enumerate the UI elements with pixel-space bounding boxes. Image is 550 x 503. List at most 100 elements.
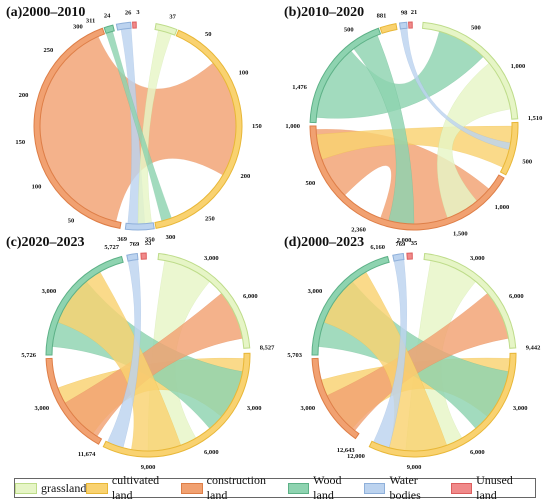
legend-swatch-grassland bbox=[15, 482, 37, 494]
axis-tick-label: 50 bbox=[205, 31, 212, 38]
axis-tick-label: 100 bbox=[32, 184, 42, 191]
axis-tick-label: 1,000 bbox=[285, 123, 300, 130]
legend-swatch-unused-land bbox=[450, 482, 473, 494]
segment-wood-land bbox=[309, 27, 382, 124]
axis-tick-label: 369 bbox=[117, 236, 128, 243]
panel-title: (a)2000–2010 bbox=[6, 5, 85, 20]
legend-swatch-cultivated-land bbox=[86, 482, 108, 494]
axis-tick-label: 200 bbox=[19, 92, 29, 99]
axis-tick-label: 6,000 bbox=[243, 293, 258, 300]
chord-panel-2: (b)2010–2020 500 1,000 1,510 500 1,000 1,500 2,… bbox=[284, 5, 542, 244]
axis-tick-label: 300 bbox=[166, 234, 176, 241]
panel-title: (d)2000–2023 bbox=[284, 235, 364, 250]
panel-title: (c)2020–2023 bbox=[6, 235, 85, 250]
panel-title: (b)2010–2020 bbox=[284, 5, 364, 20]
axis-tick-label: 3,000 bbox=[34, 405, 49, 412]
legend-swatch-wood-land bbox=[287, 482, 310, 494]
segment-water-bodies bbox=[115, 21, 132, 31]
axis-tick-label: 37 bbox=[169, 14, 176, 21]
segment-grassland bbox=[157, 253, 251, 349]
legend-label-wood-land: Wood land bbox=[313, 473, 342, 502]
segment-wood-land bbox=[103, 24, 115, 34]
axis-tick-label: 500 bbox=[522, 158, 532, 165]
segment-cultivated-land bbox=[154, 29, 243, 229]
axis-tick-label: 2,360 bbox=[351, 227, 366, 234]
legend-item-unused-land: Unused land bbox=[450, 473, 535, 503]
axis-tick-label: 3,000 bbox=[247, 405, 262, 412]
axis-tick-label: 3 bbox=[136, 9, 140, 16]
axis-tick-label: 1,476 bbox=[292, 84, 307, 91]
segment-cultivated-land bbox=[368, 352, 517, 458]
axis-tick-label: 53 bbox=[145, 240, 152, 247]
segment-wood-land bbox=[311, 255, 390, 356]
axis-tick-label: 500 bbox=[344, 27, 354, 34]
axis-tick-label: 9,000 bbox=[407, 464, 422, 471]
axis-tick-label: 5,727 bbox=[104, 244, 119, 251]
segment-unused-land bbox=[140, 252, 147, 260]
axis-tick-label: 3,000 bbox=[204, 255, 219, 262]
axis-tick-label: 769 bbox=[129, 241, 140, 248]
axis-tick-label: 3,000 bbox=[513, 405, 528, 412]
axis-tick-label: 881 bbox=[377, 13, 387, 20]
axis-tick-label: 6,000 bbox=[470, 449, 485, 456]
axis-tick-label: 6,000 bbox=[204, 449, 219, 456]
axis-tick-label: 350 bbox=[145, 237, 155, 244]
axis-tick-label: 500 bbox=[306, 180, 316, 187]
axis-tick-label: 150 bbox=[252, 123, 262, 130]
legend-item-grassland: grassland bbox=[15, 481, 86, 496]
legend-label-grassland: grassland bbox=[41, 480, 87, 495]
segment-water-bodies bbox=[398, 21, 408, 30]
legend-label-construction-land: construction land bbox=[206, 473, 266, 502]
segment-water-bodies bbox=[124, 222, 155, 231]
axis-tick-label: 3,000 bbox=[300, 405, 315, 412]
axis-tick-label: 1,000 bbox=[495, 204, 510, 211]
axis-tick-label: 1,000 bbox=[511, 63, 526, 70]
chord-panel-1: (a)2000–2010 37 50 100 150 200 250 300 350 369 50 1… bbox=[6, 5, 262, 244]
legend-item-water-bodies: Water bodies bbox=[363, 473, 451, 503]
axis-tick-label: 6,160 bbox=[370, 244, 385, 251]
legend-label-unused-land: Unused land bbox=[476, 473, 513, 502]
axis-tick-label: 26 bbox=[125, 10, 132, 17]
segment-water-bodies bbox=[126, 253, 139, 262]
segment-cultivated-land bbox=[379, 23, 398, 34]
legend-item-wood-land: Wood land bbox=[287, 473, 364, 503]
axis-tick-label: 3,000 bbox=[470, 255, 485, 262]
segment-unused-land bbox=[408, 21, 413, 29]
segment-construction-land bbox=[309, 125, 505, 231]
axis-tick-label: 3,000 bbox=[42, 288, 57, 295]
chord-diagram-figure: (a)2000–2010 37 50 100 150 200 250 300 350 369 50 1… bbox=[6, 5, 542, 471]
axis-tick-label: 5,703 bbox=[287, 352, 302, 359]
segment-construction-land bbox=[33, 27, 122, 229]
chord-panel-4: (d)2000–2023 3,000 6,000 9,442 3,000 6,000 9,0… bbox=[284, 235, 540, 471]
axis-tick-label: 500 bbox=[471, 24, 481, 31]
segment-wood-land bbox=[45, 255, 124, 356]
axis-tick-label: 150 bbox=[15, 139, 25, 146]
legend-label-water-bodies: Water bodies bbox=[389, 473, 421, 502]
axis-tick-label: 12,000 bbox=[347, 453, 365, 460]
axis-tick-label: 769 bbox=[395, 241, 406, 248]
segment-unused-land bbox=[132, 21, 137, 29]
ribbons bbox=[318, 259, 511, 452]
axis-tick-label: 100 bbox=[239, 70, 249, 77]
segment-grassland bbox=[421, 21, 519, 120]
axis-tick-label: 9,000 bbox=[141, 464, 156, 471]
axis-tick-label: 5,726 bbox=[21, 352, 36, 359]
axis-tick-label: 311 bbox=[86, 18, 95, 25]
axis-tick-label: 98 bbox=[401, 10, 408, 17]
axis-tick-label: 8,527 bbox=[260, 344, 275, 351]
segment-unused-land bbox=[406, 252, 413, 260]
segment-water-bodies bbox=[392, 253, 405, 262]
segment-grassland bbox=[423, 253, 517, 349]
axis-tick-label: 11,674 bbox=[78, 451, 96, 458]
chord-panel-3: (c)2020–2023 3,000 6,000 8,527 3,000 6,000 9,0… bbox=[6, 235, 275, 471]
ribbons bbox=[39, 27, 237, 225]
axis-tick-label: 250 bbox=[205, 215, 215, 222]
segment-construction-land bbox=[45, 357, 103, 445]
legend-swatch-construction-land bbox=[181, 482, 203, 494]
legend-item-cultivated-land: cultivated land bbox=[86, 473, 181, 503]
axis-tick-label: 1,510 bbox=[528, 115, 543, 122]
axis-tick-label: 250 bbox=[44, 47, 54, 54]
axis-tick-label: 12,643 bbox=[337, 447, 356, 454]
axis-tick-label: 300 bbox=[73, 23, 83, 30]
ribbons bbox=[52, 259, 245, 452]
